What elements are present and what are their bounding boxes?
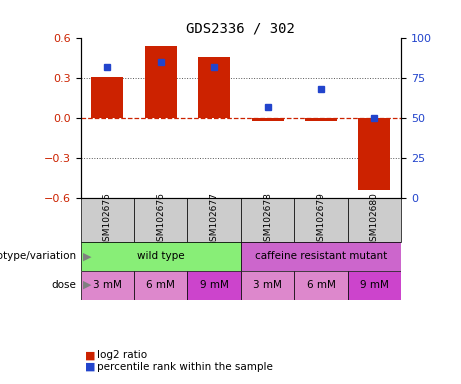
Text: GSM102675: GSM102675: [103, 192, 112, 247]
Text: 3 mM: 3 mM: [93, 280, 122, 290]
Text: genotype/variation: genotype/variation: [0, 251, 76, 262]
Bar: [252, 118, 284, 121]
Text: GSM102679: GSM102679: [316, 192, 325, 247]
Bar: [188, 198, 241, 242]
Bar: [134, 271, 188, 300]
Text: wild type: wild type: [137, 251, 184, 262]
Bar: [81, 271, 134, 300]
Bar: [81, 242, 241, 271]
Text: 3 mM: 3 mM: [253, 280, 282, 290]
Text: GSM102678: GSM102678: [263, 192, 272, 247]
Bar: [294, 198, 348, 242]
Text: 9 mM: 9 mM: [200, 280, 229, 290]
Title: GDS2336 / 302: GDS2336 / 302: [186, 22, 296, 36]
Text: ▶: ▶: [83, 280, 91, 290]
Bar: [188, 271, 241, 300]
Bar: [241, 198, 294, 242]
Bar: [134, 198, 188, 242]
Text: percentile rank within the sample: percentile rank within the sample: [97, 362, 273, 372]
Bar: [91, 77, 124, 118]
Text: GSM102676: GSM102676: [156, 192, 165, 247]
Text: 6 mM: 6 mM: [146, 280, 175, 290]
Bar: [241, 242, 401, 271]
Text: log2 ratio: log2 ratio: [97, 350, 147, 360]
Bar: [81, 198, 134, 242]
Bar: [348, 198, 401, 242]
Bar: [198, 57, 230, 118]
Bar: [241, 271, 294, 300]
Text: GSM102677: GSM102677: [210, 192, 219, 247]
Text: GSM102680: GSM102680: [370, 192, 379, 247]
Bar: [358, 118, 390, 190]
Text: 9 mM: 9 mM: [360, 280, 389, 290]
Text: dose: dose: [51, 280, 76, 290]
Text: ■: ■: [85, 350, 96, 360]
Text: ■: ■: [85, 362, 96, 372]
Bar: [348, 271, 401, 300]
Bar: [305, 118, 337, 121]
Bar: [294, 271, 348, 300]
Text: 6 mM: 6 mM: [307, 280, 336, 290]
Text: ▶: ▶: [83, 251, 91, 262]
Bar: [145, 46, 177, 118]
Text: caffeine resistant mutant: caffeine resistant mutant: [255, 251, 387, 262]
